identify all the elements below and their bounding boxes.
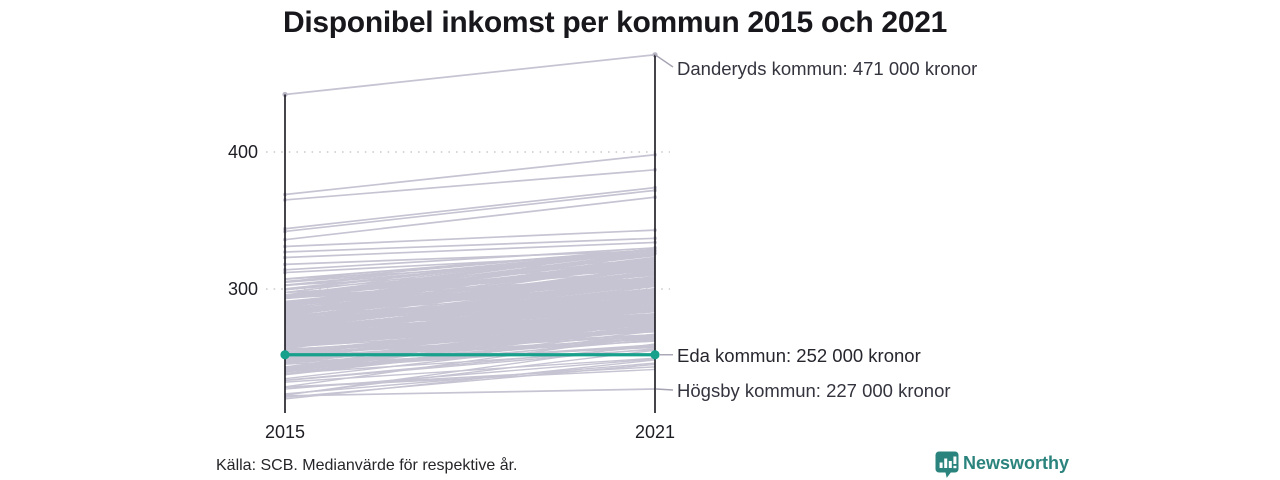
municipality-line xyxy=(284,321,656,370)
municipality-line xyxy=(284,237,656,253)
municipality-line xyxy=(284,241,656,259)
municipality-line xyxy=(284,153,656,196)
newsworthy-logo-icon xyxy=(935,451,959,478)
source-note: Källa: SCB. Medianvärde för respektive å… xyxy=(216,457,518,474)
municipality-line xyxy=(284,314,656,338)
municipality-line xyxy=(284,261,656,313)
hogsby-line xyxy=(284,388,656,397)
eda-2015-dot xyxy=(280,350,290,360)
municipality-line xyxy=(284,168,656,201)
municipality-line xyxy=(284,328,656,371)
municipality-line xyxy=(284,189,656,233)
municipality-line xyxy=(284,349,656,396)
chart-title: Disponibel inkomst per kommun 2015 och 2… xyxy=(283,6,947,39)
municipality-line xyxy=(284,363,656,399)
municipality-line xyxy=(284,276,656,309)
municipality-line xyxy=(284,247,656,271)
municipality-line xyxy=(284,293,656,340)
municipality-line xyxy=(284,253,656,299)
municipality-line xyxy=(284,307,656,336)
municipality-line xyxy=(284,196,656,241)
municipality-line xyxy=(284,368,656,389)
danderyd-connector xyxy=(654,54,674,68)
municipality-line xyxy=(284,344,656,370)
municipality-line xyxy=(284,357,656,383)
municipality-line xyxy=(284,278,656,324)
municipality-line xyxy=(284,276,656,322)
municipality-line xyxy=(284,345,656,381)
y-tick-400: 400 xyxy=(227,142,258,162)
y-tick-300: 300 xyxy=(227,279,258,299)
municipality-line xyxy=(284,321,656,365)
municipality-line xyxy=(284,328,656,353)
municipality-line xyxy=(284,248,656,283)
municipality-line xyxy=(284,320,656,345)
municipality-line xyxy=(284,297,656,348)
municipality-line xyxy=(284,336,656,364)
municipality-line xyxy=(284,252,656,274)
municipality-line xyxy=(284,335,656,358)
x-label-2021: 2021 xyxy=(634,422,676,442)
eda-2021-dot xyxy=(650,350,660,360)
municipality-line xyxy=(284,266,656,300)
municipality-line xyxy=(284,327,656,369)
hogsby-connector xyxy=(655,388,674,391)
annotation-hogsby: Högsby kommun: 227 000 kronor xyxy=(677,380,951,401)
municipality-line xyxy=(284,280,656,310)
municipality-line xyxy=(284,229,656,248)
municipality-line xyxy=(284,273,656,307)
municipality-line xyxy=(284,186,656,230)
municipality-line xyxy=(284,249,656,266)
municipality-line xyxy=(284,309,656,333)
danderyd-line xyxy=(284,53,656,96)
municipality-line xyxy=(284,290,656,330)
municipality-line xyxy=(284,320,656,352)
municipality-line xyxy=(284,252,656,284)
newsworthy-brand-name: Newsworthy xyxy=(963,453,1070,473)
annotation-danderyd: Danderyds kommun: 471 000 kronor xyxy=(677,58,978,79)
municipality-line xyxy=(284,333,656,356)
x-label-2015: 2015 xyxy=(264,422,306,442)
municipality-line xyxy=(284,287,656,336)
municipality-line xyxy=(284,305,656,344)
annotation-eda: Eda kommun: 252 000 kronor xyxy=(677,345,921,366)
